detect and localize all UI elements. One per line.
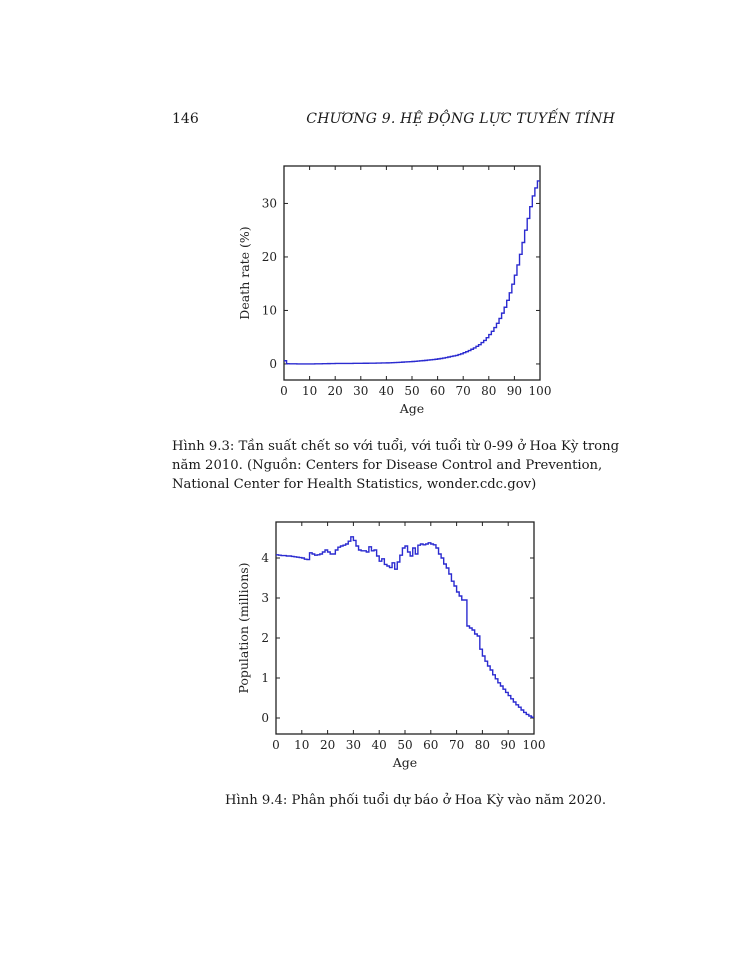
x-tick-label: 60 (423, 738, 438, 752)
x-tick-label: 80 (475, 738, 490, 752)
series-line (284, 180, 540, 365)
x-tick-label: 50 (397, 738, 412, 752)
running-head: CHƯƠNG 9. HỆ ĐỘNG LỰC TUYẾN TÍNH (306, 111, 615, 127)
y-tick-label: 10 (262, 303, 277, 317)
y-tick-label: 2 (261, 631, 269, 645)
x-tick-label: 100 (523, 738, 546, 752)
x-axis-label: Age (399, 401, 424, 416)
x-tick-label: 80 (481, 384, 496, 398)
x-tick-label: 20 (328, 384, 343, 398)
x-tick-label: 90 (501, 738, 516, 752)
y-tick-label: 1 (261, 671, 269, 685)
x-axis-label: Age (392, 755, 417, 770)
x-tick-label: 30 (346, 738, 361, 752)
figure-caption: Hình 9.4: Phân phối tuổi dự báo ở Hoa Kỳ… (225, 793, 607, 808)
x-tick-label: 10 (302, 384, 317, 398)
y-tick-label: 3 (261, 591, 269, 605)
y-tick-label: 4 (261, 551, 269, 565)
x-tick-label: 50 (404, 384, 419, 398)
figure-caption: Hình 9.3: Tần suất chết so với tuổi, với… (172, 439, 620, 492)
y-tick-label: 30 (262, 196, 277, 210)
x-tick-label: 0 (280, 384, 288, 398)
x-tick-label: 10 (294, 738, 309, 752)
y-tick-label: 0 (261, 711, 269, 725)
y-axis-label: Population (millions) (236, 562, 251, 693)
page-number: 146 (172, 111, 199, 127)
x-tick-label: 60 (430, 384, 445, 398)
y-tick-label: 20 (262, 250, 277, 264)
x-tick-label: 100 (529, 384, 552, 398)
x-tick-label: 70 (449, 738, 464, 752)
x-tick-label: 30 (353, 384, 368, 398)
x-tick-label: 0 (272, 738, 280, 752)
x-tick-label: 20 (320, 738, 335, 752)
x-tick-label: 70 (456, 384, 471, 398)
x-tick-label: 90 (507, 384, 522, 398)
x-tick-label: 40 (372, 738, 387, 752)
series-line (276, 536, 534, 718)
x-tick-label: 40 (379, 384, 394, 398)
y-tick-label: 0 (269, 357, 277, 371)
y-axis-label: Death rate (%) (237, 226, 252, 319)
